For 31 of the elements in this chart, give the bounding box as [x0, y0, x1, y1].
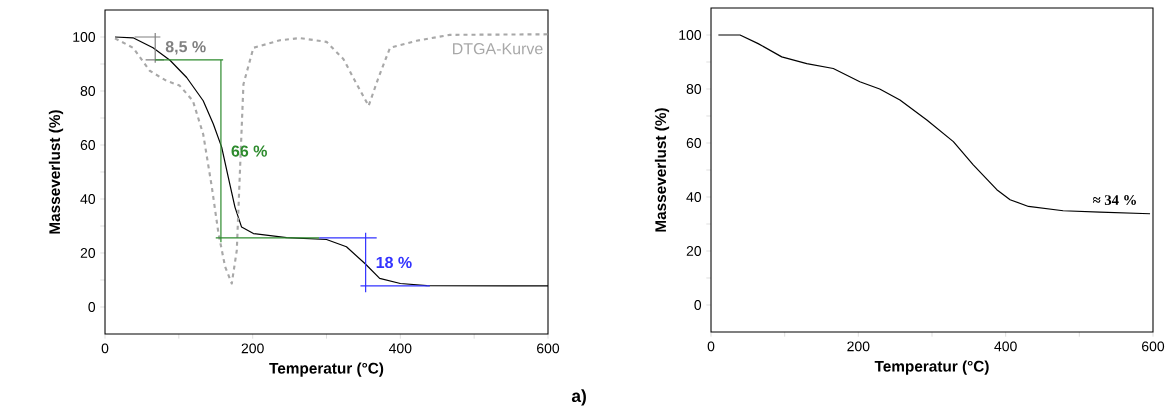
y-tick-label: 0	[694, 300, 702, 310]
y-tick-label: 80	[80, 86, 96, 96]
y-tick-label: 20	[686, 246, 702, 256]
y-axis-title: Masseverlust (%)	[48, 110, 64, 234]
x-axis-title: Temperatur (°C)	[269, 362, 384, 377]
x-tick-label: 600	[1142, 341, 1165, 352]
x-tick-label: 0	[707, 341, 715, 352]
y-tick-label: 60	[686, 138, 702, 148]
series-label: 66 %	[231, 145, 267, 157]
x-tick-label: 600	[537, 343, 560, 354]
y-tick-label: 100	[679, 30, 702, 40]
text: a)	[571, 389, 586, 406]
x-tick-label: 400	[388, 343, 412, 354]
y-axis-title: Masseverlust (%)	[654, 108, 670, 232]
y-tick-label: 60	[80, 140, 96, 150]
series-label: DTGA-Kurve	[453, 43, 543, 55]
y-tick-label: 20	[80, 248, 96, 258]
x-tick-label: 400	[994, 341, 1017, 352]
series-label: 8,5 %	[165, 40, 206, 55]
line-series	[717, 34, 1151, 215]
x-axis-title: Temperatur (°C)	[874, 360, 989, 375]
series-label: 18 %	[376, 256, 412, 269]
x-tick-label: 200	[847, 341, 870, 352]
y-tick-label: 40	[80, 194, 96, 204]
y-tick-label: 0	[88, 302, 96, 312]
y-tick-label: 100	[73, 32, 96, 42]
annotation: ≈ 34 %	[1092, 195, 1136, 206]
y-tick-label: 40	[686, 192, 702, 202]
x-tick-label: 0	[101, 343, 109, 354]
y-tick-label: 80	[686, 84, 702, 94]
x-tick-label: 200	[241, 343, 264, 354]
